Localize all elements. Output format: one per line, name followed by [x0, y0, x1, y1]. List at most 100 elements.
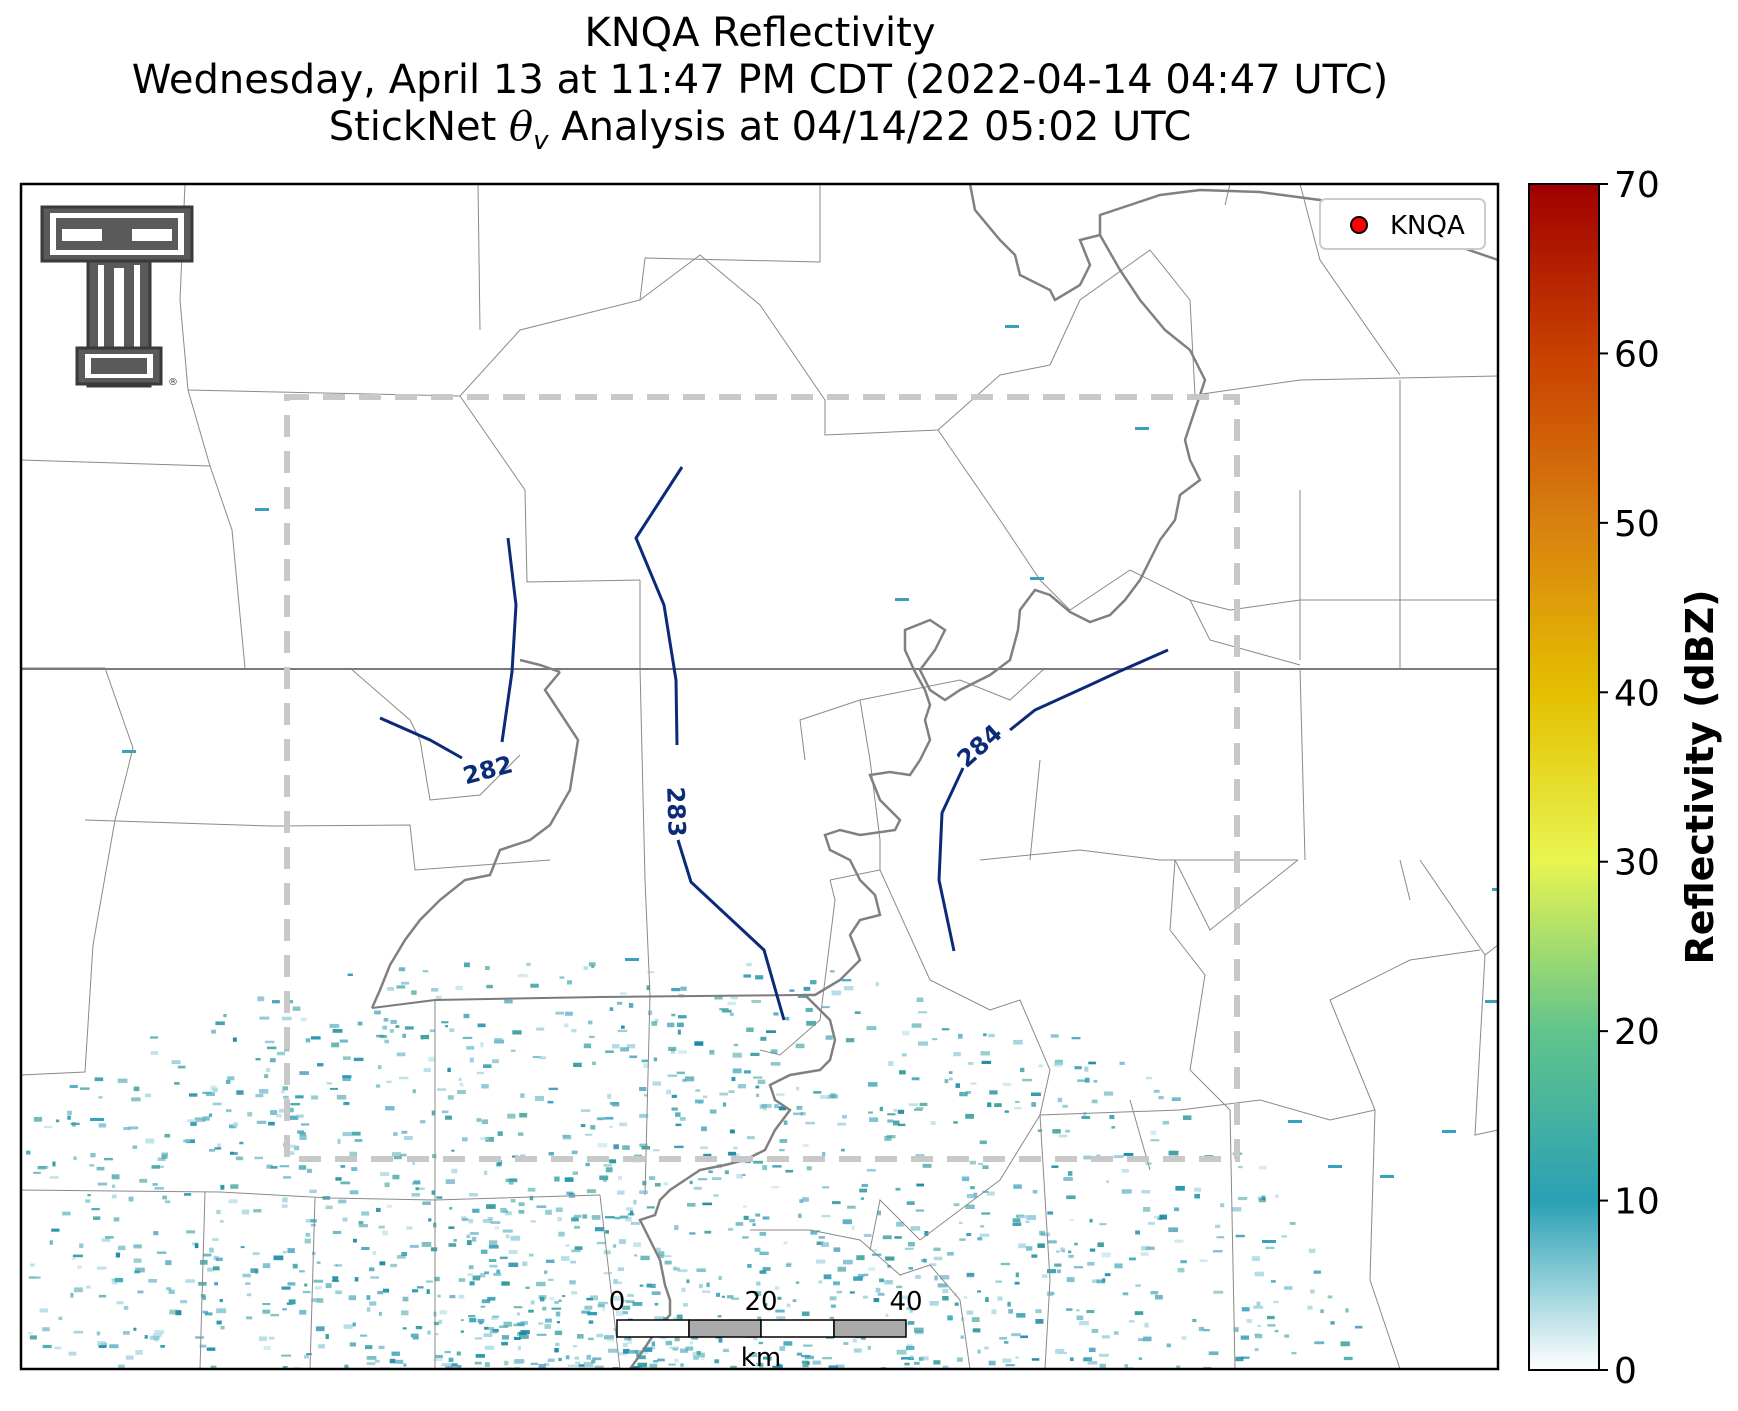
radar-return	[771, 1186, 780, 1189]
radar-return	[1180, 1260, 1187, 1264]
radar-return	[736, 1153, 740, 1158]
colorbar-ticks: 0 10 20 30 40 50 60 70	[1599, 165, 1660, 1392]
radar-return	[613, 1144, 619, 1150]
radar-return	[752, 1076, 763, 1079]
radar-return	[474, 1361, 482, 1365]
radar-return	[42, 1327, 50, 1332]
radar-return	[207, 1267, 214, 1272]
radar-return	[366, 1295, 371, 1300]
radar-return	[1005, 325, 1019, 328]
radar-return	[554, 1330, 563, 1336]
radar-return	[636, 1366, 641, 1369]
radar-return	[304, 1355, 309, 1359]
radar-return	[916, 1183, 924, 1187]
radar-return	[867, 1082, 878, 1087]
radar-return	[438, 1319, 443, 1324]
contour-282	[379, 537, 518, 760]
radar-return	[1106, 1180, 1110, 1184]
radar-return	[374, 1359, 380, 1363]
colorbar-label: Reflectivity (dBZ)	[1678, 589, 1722, 964]
radar-return	[352, 1131, 361, 1136]
radar-return	[447, 1365, 452, 1369]
radar-return	[588, 962, 596, 967]
radar-return	[1251, 1256, 1260, 1262]
radar-return	[297, 1130, 304, 1134]
radar-return	[175, 1310, 182, 1316]
radar-return	[396, 985, 406, 989]
radar-return	[803, 1344, 813, 1347]
radar-return	[816, 1259, 826, 1264]
radar-return	[200, 1259, 208, 1265]
radar-return	[202, 1253, 212, 1257]
radar-return	[340, 1181, 351, 1185]
radar-return	[901, 1053, 907, 1057]
radar-return	[434, 1354, 443, 1359]
radar-return	[619, 1122, 628, 1127]
radar-return	[133, 1086, 140, 1092]
radar-return	[908, 1103, 918, 1106]
radar-return	[70, 1122, 80, 1125]
radar-return	[340, 1165, 346, 1168]
radar-return	[439, 1310, 448, 1315]
radar-return	[505, 1211, 512, 1216]
radar-return	[520, 1093, 525, 1098]
radar-return	[783, 1341, 793, 1346]
radar-return	[1068, 1254, 1074, 1258]
radar-return	[1192, 1318, 1197, 1323]
radar-return	[342, 1217, 348, 1222]
radar-return	[564, 1023, 569, 1028]
radar-return	[281, 1204, 288, 1208]
radar-return	[1088, 1347, 1096, 1353]
radar-return	[334, 1264, 338, 1267]
radar-return	[893, 1108, 898, 1112]
radar-return	[875, 982, 879, 987]
radar-return	[574, 1246, 583, 1250]
radar-return	[1267, 1324, 1276, 1327]
radar-return	[185, 1279, 195, 1283]
radar-return	[571, 1150, 578, 1155]
radar-return	[913, 1108, 923, 1111]
radar-return	[896, 1221, 904, 1227]
radar-return	[189, 1093, 198, 1097]
radar-return	[588, 1320, 594, 1324]
radar-return	[585, 1162, 590, 1167]
radar-return	[144, 1335, 148, 1339]
radar-return	[622, 1311, 628, 1315]
radar-return	[885, 1256, 895, 1261]
radar-return	[342, 1132, 352, 1137]
radar-return	[98, 1096, 103, 1099]
radar-return	[583, 1043, 592, 1049]
radar-return	[510, 1199, 516, 1203]
radar-return	[445, 1115, 452, 1120]
radar-return	[981, 1060, 992, 1064]
radar-return	[823, 1274, 832, 1280]
radar-return	[1089, 1248, 1096, 1252]
radar-return	[587, 1311, 597, 1316]
radar-return	[1150, 1139, 1160, 1142]
radar-return	[493, 1272, 502, 1276]
radar-return	[796, 1352, 802, 1356]
radar-return	[1128, 1320, 1135, 1323]
radar-return	[627, 1341, 633, 1344]
radar-return	[267, 1046, 277, 1050]
radar-return	[915, 1275, 921, 1279]
radar-return	[677, 1029, 681, 1035]
radar-return	[451, 1363, 458, 1367]
radar-return	[982, 1165, 989, 1170]
radar-return	[786, 1303, 791, 1308]
radar-return	[980, 1051, 990, 1056]
radar-return	[519, 1112, 528, 1118]
radar-return	[219, 1298, 223, 1303]
title-line-1: KNQA Reflectivity	[584, 10, 936, 56]
radar-return	[390, 1019, 397, 1024]
texas-tech-logo: ®	[40, 205, 194, 388]
radar-return	[1345, 1308, 1349, 1313]
state-boundaries	[21, 668, 1498, 1009]
radar-return	[776, 1363, 781, 1368]
radar-return	[348, 1295, 356, 1301]
radar-return	[785, 1169, 794, 1173]
radar-return	[1050, 1034, 1059, 1038]
radar-return	[187, 1119, 195, 1123]
radar-return	[256, 1120, 267, 1124]
radar-return	[613, 1295, 624, 1301]
